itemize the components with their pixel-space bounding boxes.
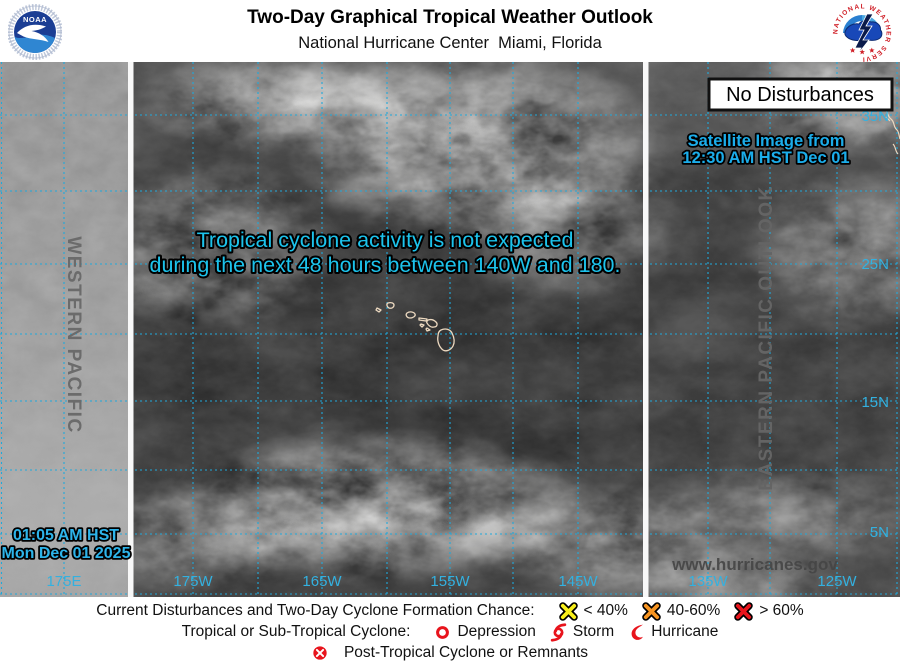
latitude-labels: 35N 25N 15N 5N <box>861 108 889 541</box>
coastline-outline <box>883 107 900 155</box>
legend: Current Disturbances and Two-Day Cyclone… <box>0 597 900 665</box>
issuance-time-line1: 01:05 AM HST <box>13 527 119 544</box>
legend-hurricane-label: Hurricane <box>651 623 719 640</box>
satellite-caption-line2: 12:30 AM HST Dec 01 <box>682 149 849 167</box>
page-subtitle: National Hurricane Center Miami, Florida <box>298 34 602 52</box>
lon-label: 135W <box>688 573 728 590</box>
nws-logo-stars <box>849 47 875 55</box>
lat-label: 5N <box>870 524 889 541</box>
panel-divider-140w <box>643 62 649 597</box>
issuance-time: 01:05 AM HST Mon Dec 01 2025 <box>0 525 132 564</box>
noaa-logo-icon: NOAA <box>7 4 63 65</box>
hawaiian-islands-outline <box>375 301 455 352</box>
region-label-western-pacific: WESTERN PACIFIC <box>63 236 84 433</box>
outlook-message-line1: Tropical cyclone activity is not expecte… <box>197 228 574 252</box>
lat-label: 35N <box>861 108 889 125</box>
legend-low-chance-label: < 40% <box>583 602 628 619</box>
lat-label: 25N <box>861 256 889 273</box>
lon-label: 145W <box>558 573 598 590</box>
storm-icon <box>550 622 567 642</box>
hurricane-icon <box>631 624 644 640</box>
lon-label: 155W <box>430 573 470 590</box>
legend-item-hurricane: Hurricane <box>628 623 718 642</box>
legend-depression-label: Depression <box>457 623 536 640</box>
x-mark-mid-icon <box>642 601 661 621</box>
satellite-map: 175E 175W 165W 155W 145W 135W 125W 35N 2… <box>0 62 900 597</box>
x-mark-low-icon <box>558 601 578 621</box>
lon-label: 175W <box>173 573 213 590</box>
legend-cyclone-label: Tropical or Sub-Tropical Cyclone: <box>181 623 411 640</box>
no-disturbances-label: No Disturbances <box>726 84 874 106</box>
legend-row-chance: Current Disturbances and Two-Day Cyclone… <box>96 601 804 621</box>
lon-label: 165W <box>302 573 342 590</box>
lon-label: 175E <box>46 573 81 590</box>
outlook-message-line2: during the next 48 hours between 140W an… <box>150 253 621 277</box>
legend-high-chance-label: > 60% <box>759 602 804 619</box>
depression-icon <box>436 625 450 639</box>
page-title: Two-Day Graphical Tropical Weather Outlo… <box>247 7 653 28</box>
no-disturbances-box: No Disturbances <box>707 77 894 112</box>
outlook-message: Tropical cyclone activity is not expecte… <box>148 226 623 279</box>
panel-divider-180 <box>128 62 134 597</box>
lon-label: 125W <box>817 573 857 590</box>
legend-item-storm: Storm <box>550 622 615 642</box>
lat-label: 15N <box>861 394 889 411</box>
noaa-logo-text: NOAA <box>23 15 47 24</box>
legend-row-post-tropical: Post-Tropical Cyclone or Remnants <box>312 643 588 663</box>
post-tropical-icon <box>313 646 327 660</box>
issuance-time-line2: Mon Dec 01 2025 <box>2 545 131 562</box>
satellite-caption-line1: Satellite Image from <box>688 132 845 150</box>
legend-item-post-tropical: Post-Tropical Cyclone or Remnants <box>312 644 588 662</box>
nws-logo-icon: NATIONAL WEATHER SERVICE <box>828 0 893 69</box>
legend-item-high-chance: > 60% <box>734 601 804 621</box>
legend-item-depression: Depression <box>434 623 536 641</box>
satellite-caption: Satellite Image from 12:30 AM HST Dec 01 <box>681 130 852 169</box>
region-label-eastern-pacific-outlook: EASTERN PACIFIC OUTLOOK <box>756 185 777 490</box>
lat-lon-grid <box>0 62 900 597</box>
longitude-labels: 175E 175W 165W 155W 145W 135W 125W <box>46 573 857 590</box>
legend-post-tropical-label: Post-Tropical Cyclone or Remnants <box>343 644 589 661</box>
website-watermark: www.hurricanes.gov <box>671 555 838 574</box>
legend-storm-label: Storm <box>572 623 615 640</box>
legend-chance-label: Current Disturbances and Two-Day Cyclone… <box>96 602 535 619</box>
legend-item-low-chance: < 40% <box>558 601 628 621</box>
legend-item-mid-chance: 40-60% <box>642 601 721 621</box>
legend-row-cyclone: Tropical or Sub-Tropical Cyclone: Depres… <box>181 622 718 642</box>
legend-mid-chance-label: 40-60% <box>666 602 721 619</box>
header: NOAA Two-Day Graphical Tropical Weather … <box>0 0 900 65</box>
x-mark-high-icon <box>734 601 754 621</box>
